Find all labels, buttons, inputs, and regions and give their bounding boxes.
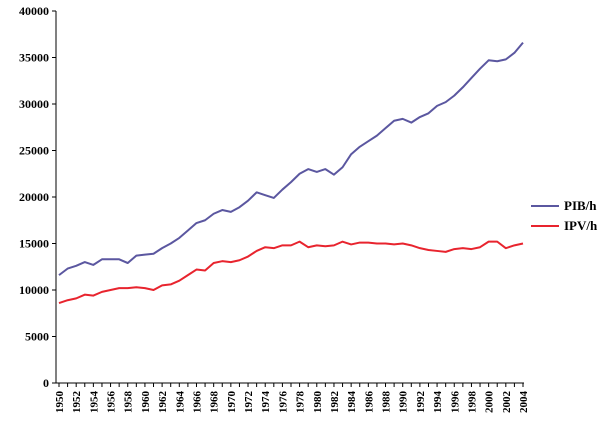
x-tick-label: 1972: [243, 391, 255, 414]
x-tick-label: 1986: [363, 391, 375, 414]
x-tick-label: 2004: [518, 391, 530, 414]
y-tick-label: 20000: [19, 190, 49, 204]
series-lines: [58, 41, 524, 304]
x-tick-label: 1990: [398, 391, 410, 414]
series-line-ipv-h: [58, 240, 524, 304]
x-tick-label: 1970: [226, 391, 238, 414]
x-tick-label: 1996: [449, 391, 461, 414]
x-tick-label: 1992: [415, 391, 427, 414]
legend-label: IPV/h: [564, 218, 598, 233]
x-tick-label: 2000: [484, 391, 496, 414]
x-tick-label: 1954: [88, 391, 100, 414]
y-tick-label: 35000: [19, 51, 49, 65]
legend: PIB/h IPV/h: [531, 198, 598, 233]
y-tick-label: 30000: [19, 97, 49, 111]
x-tick-label: 1994: [432, 391, 444, 414]
legend-label: PIB/h: [564, 198, 597, 213]
series-line-pib-h: [58, 41, 524, 276]
x-tick-label: 1960: [140, 391, 152, 414]
x-tick-label: 1974: [260, 391, 272, 414]
y-tick-label: 0: [43, 376, 49, 390]
x-tick-label: 1976: [277, 391, 289, 414]
y-axis-ticks: 0 5000 10000 15000 20000 25000 30000 35000 40000: [19, 4, 56, 390]
x-tick-label: 1962: [157, 391, 169, 414]
x-tick-label: 1982: [329, 391, 341, 414]
y-tick-label: 25000: [19, 144, 49, 158]
x-tick-label: 1988: [381, 391, 393, 414]
y-tick-label: 5000: [25, 330, 49, 344]
x-tick-label: 1958: [123, 391, 135, 414]
x-tick-label: 1956: [106, 391, 118, 414]
y-tick-label: 15000: [19, 237, 49, 251]
x-tick-label: 1978: [295, 391, 307, 414]
x-tick-label: 1966: [191, 391, 203, 414]
y-tick-label: 10000: [19, 283, 49, 297]
x-tick-label: 2002: [501, 391, 513, 414]
x-tick-label: 1950: [54, 391, 66, 414]
x-tick-label: 1968: [209, 391, 221, 414]
x-tick-label: 1952: [71, 391, 83, 414]
x-tick-label: 1998: [466, 391, 478, 414]
x-tick-label: 1964: [174, 391, 186, 414]
y-tick-label: 40000: [19, 4, 49, 18]
x-axis-ticks: 1950 1952 1954 1956 1958 1960 1962 1964 1966 1968…: [54, 383, 530, 413]
x-tick-label: 1984: [346, 391, 358, 414]
x-tick-label: 1980: [312, 391, 324, 414]
plot-area: 0 5000 10000 15000 20000 25000 30000 35000 40000…: [19, 4, 530, 413]
